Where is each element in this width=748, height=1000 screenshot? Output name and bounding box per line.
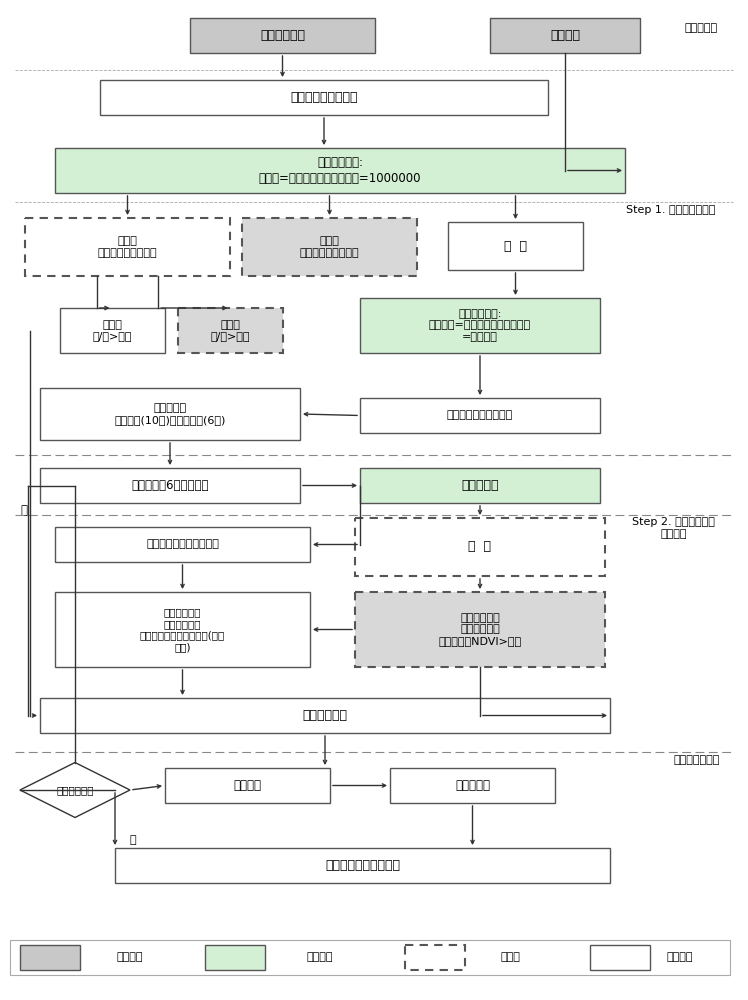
Bar [60, 308, 165, 353]
Bar [10, 940, 730, 975]
Text: 精度接受否？: 精度接受否？ [56, 785, 94, 795]
Text: 滩涂：
专题图层属性＝滩涂: 滩涂： 专题图层属性＝滩涂 [300, 236, 359, 258]
Bar [405, 945, 465, 970]
Text: 精度评价及成图: 精度评价及成图 [674, 755, 720, 765]
Bar [165, 768, 330, 803]
Bar [55, 527, 310, 562]
Text: 特征优化：
光谱特征(10个)、纹理特征(6个): 特征优化： 光谱特征(10个)、纹理特征(6个) [114, 403, 226, 425]
Bar [490, 18, 640, 53]
Text: 遥感影像: 遥感影像 [117, 952, 144, 962]
Bar [205, 945, 265, 970]
Text: 临时类: 临时类 [500, 952, 520, 962]
Bar [355, 592, 605, 667]
Bar [590, 945, 650, 970]
Bar [178, 308, 283, 353]
Text: 河流：
长/宽>阈值: 河流： 长/宽>阈值 [93, 320, 132, 341]
Text: 土地覆被信息提取结果: 土地覆被信息提取结果 [325, 859, 400, 872]
Bar [360, 398, 600, 433]
Text: 潮汩：
长/宽>阈值: 潮汩： 长/宽>阈值 [211, 320, 251, 341]
Text: Step 2. 精细分类建筑
物与植被: Step 2. 精细分类建筑 物与植被 [632, 517, 715, 539]
Bar [190, 18, 375, 53]
Bar [242, 218, 417, 276]
Text: 最近邻分类: 最近邻分类 [462, 479, 499, 492]
Text: 影像预处理: 影像预处理 [685, 23, 718, 33]
Text: 专题图层: 专题图层 [550, 29, 580, 42]
Text: 精度评价: 精度评价 [233, 779, 262, 792]
Text: Step 1. 提取水面、滩涂: Step 1. 提取水面、滩涂 [625, 205, 715, 215]
Text: 是: 是 [130, 835, 137, 845]
Text: 最优特征：6维特征组合: 最优特征：6维特征组合 [131, 479, 209, 492]
Text: 影像操作: 影像操作 [307, 952, 334, 962]
Text: 其  他: 其 他 [504, 239, 527, 252]
Polygon shape [20, 762, 130, 818]
Bar [360, 298, 600, 353]
Text: 高覆盖植被：
对象域＝植被
判断条件：NDVI>阈值: 高覆盖植被： 对象域＝植被 判断条件：NDVI>阈值 [438, 613, 521, 646]
Bar [55, 148, 625, 193]
Text: 否: 否 [20, 504, 27, 516]
Text: 信息提取结果: 信息提取结果 [302, 709, 348, 722]
Bar [100, 80, 548, 115]
Bar [55, 592, 310, 667]
Bar [20, 945, 80, 970]
Text: 环境卫星影像: 环境卫星影像 [260, 29, 305, 42]
Text: 植  被: 植 被 [468, 540, 491, 554]
Bar [40, 698, 610, 733]
Bar [448, 222, 583, 270]
Bar [115, 848, 610, 883]
Text: 水面：
专题图层属性＝水面: 水面： 专题图层属性＝水面 [98, 236, 157, 258]
Bar [355, 518, 605, 576]
Bar [360, 468, 600, 503]
Text: 低反照建筑、高反照建筑: 低反照建筑、高反照建筑 [146, 540, 219, 550]
Text: 分类后处理: 分类后处理 [455, 779, 490, 792]
Text: 提取结果: 提取结果 [666, 952, 693, 962]
Text: 训练样本的选择与评价: 训练样本的选择与评价 [447, 410, 513, 420]
Text: 中低覆盖植被
对象域＝植被
判断条件：非高覆盖植被(逻辑
求反): 中低覆盖植被 对象域＝植被 判断条件：非高覆盖植被(逻辑 求反) [140, 607, 225, 652]
Bar [40, 388, 300, 440]
Bar [25, 218, 230, 276]
Bar [390, 768, 555, 803]
Text: 多分辨率分割:
分割对象=未分类对象，分割尺度
=最优尺度: 多分辨率分割: 分割对象=未分类对象，分割尺度 =最优尺度 [429, 309, 531, 342]
Text: 几何校正、辐射校正: 几何校正、辐射校正 [290, 91, 358, 104]
Text: 多分辨率分割:
分割域=研究区影像，分割尺度=1000000: 多分辨率分割: 分割域=研究区影像，分割尺度=1000000 [259, 156, 421, 184]
Bar [40, 468, 300, 503]
